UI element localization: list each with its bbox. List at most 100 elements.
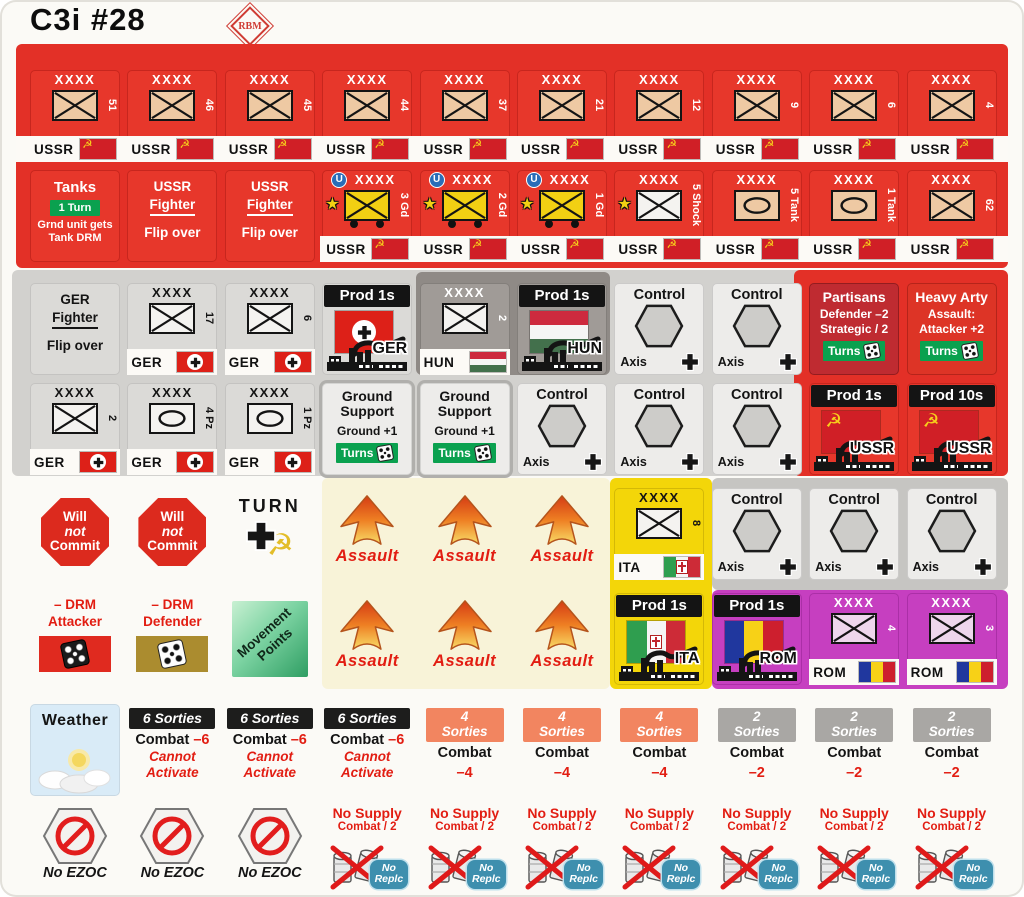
counter-nosupply-no-supply: No Supply Combat / 2 No Replc	[322, 803, 412, 895]
savoy-shield-icon	[676, 560, 689, 574]
drm-text-line: Defender	[143, 613, 202, 629]
axis-label: Axis	[620, 455, 647, 469]
combat-halved-label: Combat / 2	[629, 821, 689, 834]
counter-text-line: GER	[60, 292, 90, 307]
star-icon: ★	[617, 196, 632, 213]
axis-label: Axis	[717, 455, 745, 469]
white-disc-icon	[284, 354, 301, 370]
combat-modifier: –4	[651, 765, 668, 782]
counter-sorties-2: 2 Sorties Combat –2	[712, 704, 802, 796]
counter-unit-62: XXXX 62 USSR ☭	[906, 170, 997, 262]
die-icon	[156, 638, 188, 670]
assault-arrow-icon	[436, 599, 494, 651]
unit-size-label: XXXX	[346, 72, 388, 87]
counter-text-line: USSR	[251, 179, 289, 194]
armor-symbol	[831, 190, 878, 221]
unit-size-label: XXXX	[736, 72, 778, 87]
counter-sorties-2: 2 Sorties Combat –2	[809, 704, 899, 796]
white-disc-icon	[187, 354, 204, 370]
infantry-symbol	[831, 90, 878, 121]
hammer-sickle-icon: ☭	[266, 529, 294, 562]
turns-badge-label: Turns	[438, 445, 471, 460]
info-counter-body: Partisans Defender –2 Strategic / 2 Turns	[809, 283, 899, 375]
unit-id-label: 4 Pz	[203, 406, 216, 429]
infantry-symbol	[928, 90, 975, 121]
counter-unit-6: XXXX 6 USSR ☭	[809, 70, 900, 162]
infantry-symbol	[149, 90, 196, 121]
counter-noezoc-no-ezoc: No EZOC	[225, 803, 315, 895]
counter-unit-4: XXXX 4 USSR ☭	[906, 70, 997, 162]
hammer-sickle-icon: ☭	[569, 139, 580, 151]
unit-symbol-area: XXXX 5 Tank	[712, 170, 802, 236]
nation-label: USSR	[910, 141, 951, 157]
no-supply-icons: No Replc	[714, 843, 800, 893]
infantry-symbol	[441, 190, 488, 221]
nation-band: ITA	[614, 554, 705, 580]
sorties-banner: 2 Sorties	[717, 708, 796, 742]
ussr-flag-icon: ☭	[274, 139, 311, 159]
unit-symbol-area: XXXX 1 Tank	[809, 170, 899, 236]
die-icon	[473, 443, 493, 463]
counter-text-line: Defender –2	[819, 306, 889, 321]
counter-drm-drm: – DRM Attacker	[30, 593, 120, 685]
hammer-sickle-icon: ☭	[276, 139, 288, 151]
control-label: Control	[731, 492, 783, 508]
counter-assault-assault: Assault	[420, 593, 510, 685]
unit-id-label: 8	[690, 519, 703, 527]
balkenkreuz-icon	[778, 353, 797, 371]
nation-band: GER	[224, 349, 315, 375]
unit-id-label: 12	[690, 98, 703, 112]
badge-line: Replc	[569, 873, 598, 886]
control-label: Control	[731, 287, 783, 303]
unit-id-label: 44	[398, 98, 411, 112]
axis-label: Axis	[523, 455, 550, 469]
combat-halved-label: Combat / 2	[824, 821, 884, 834]
no-supply-label: No Supply	[624, 805, 694, 821]
counter-text-line: Ground	[341, 388, 393, 404]
nation-label: USSR	[521, 241, 561, 257]
assault-arrow-icon	[533, 494, 591, 546]
counter-text-tanks: Tanks 1 Turn Grnd unit gets Tank DRM	[30, 170, 120, 262]
u-circle-icon: U	[428, 172, 445, 188]
assault-label: Assault	[530, 652, 594, 670]
sorties-banner: 4 Sorties	[620, 708, 699, 742]
cannot-activate-line: Activate	[146, 764, 199, 780]
counter-control-control: Control Axis	[809, 488, 900, 580]
nation-label: USSR	[228, 141, 269, 157]
unit-symbol-area: XXXX 46	[127, 70, 217, 136]
counter-text-line: Support	[437, 403, 492, 420]
wheels-icon	[545, 220, 579, 228]
ussr-flag-icon: ☭	[859, 139, 896, 159]
sorties-banner: 6 Sorties	[129, 708, 216, 729]
cannot-activate-line: Activate	[243, 764, 297, 780]
infantry-symbol	[831, 613, 878, 644]
cannot-activate-line: Cannot	[343, 749, 391, 765]
no-supply-label: No Supply	[527, 805, 597, 821]
sorties-banner-line: 2	[947, 709, 956, 725]
control-label: Control	[536, 387, 588, 403]
axis-label: Axis	[815, 560, 842, 574]
sorties-counter-body: 2 Sorties Combat –2	[712, 704, 802, 796]
unit-size-label: XXXX	[833, 172, 875, 187]
counter-sorties-4: 4 Sorties Combat –4	[517, 704, 607, 796]
sorties-counter-body: 2 Sorties Combat –2	[907, 704, 997, 796]
stop-octagon: Will not Commit	[41, 498, 109, 566]
counter-text-line: Tanks	[53, 179, 97, 196]
ussr-flag-icon: ☭	[859, 239, 896, 259]
sorties-banner-line: 4	[460, 709, 469, 725]
counter-info-ground: Ground Support Ground +1 Turns	[419, 383, 510, 475]
sorties-banner-line: Sorties	[928, 724, 975, 739]
counter-assault-assault: Assault	[322, 488, 412, 580]
hammer-sickle-icon: ☭	[666, 139, 678, 151]
nation-band: USSR ☭	[419, 236, 510, 262]
nation-band: GER	[127, 349, 218, 375]
nation-label: GER	[131, 354, 163, 370]
control-label: Control	[731, 387, 783, 403]
ussr-flag-icon: ☭	[664, 239, 701, 259]
counter-text-ussr: USSR Fighter Flip over	[224, 170, 315, 262]
prod-nation-label: HUN	[567, 340, 602, 357]
unit-id-label: 9	[787, 101, 800, 109]
counter-text-line: not	[64, 523, 86, 539]
unit-symbol-area: XXXX 8	[614, 488, 704, 554]
unit-size-label: XXXX	[736, 172, 778, 187]
